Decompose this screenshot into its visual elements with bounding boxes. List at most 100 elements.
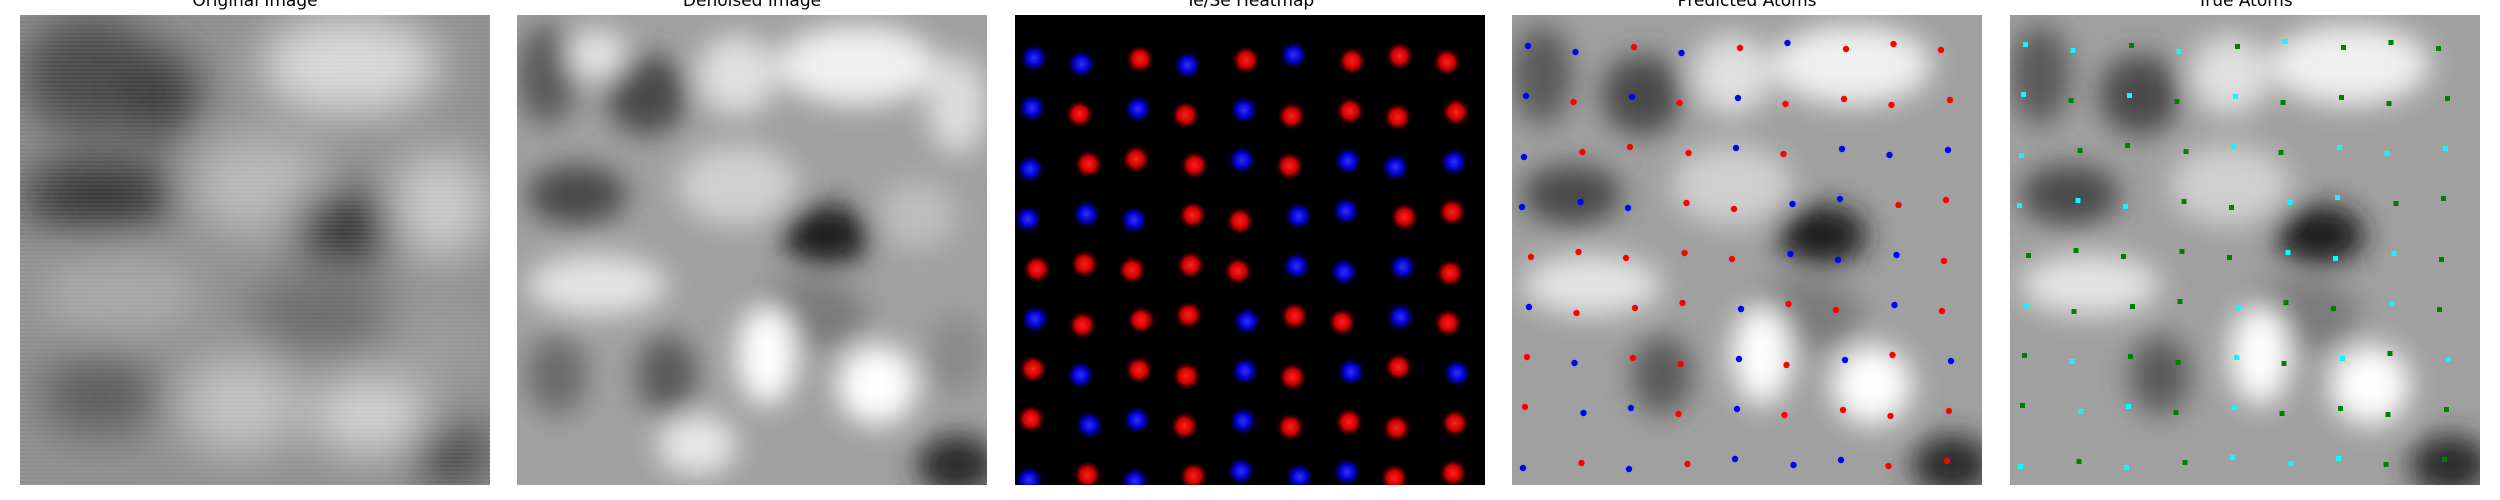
true-atom-marker (2437, 307, 2442, 312)
true-atom-marker (2333, 256, 2338, 261)
predicted-atom-marker (1685, 149, 1692, 157)
true-atom-marker (2283, 300, 2289, 305)
true-atom-marker (2384, 151, 2390, 156)
predicted-atom-marker (1834, 256, 1842, 264)
heatmap-blob (1015, 465, 1044, 485)
true-atom-marker (2071, 309, 2077, 314)
true-atom-marker (2179, 249, 2185, 254)
true-atom-marker (2388, 40, 2394, 45)
heatmap-blob (1432, 47, 1462, 77)
heatmap-blob (1016, 404, 1046, 434)
heatmap-blob (1228, 406, 1258, 436)
predicted-atom-marker (1840, 95, 1848, 103)
heatmap-blob (1276, 101, 1307, 131)
predicted-atom-marker (1625, 465, 1633, 473)
true-atom-marker (2436, 46, 2441, 51)
heatmap-blob (1230, 356, 1260, 386)
true-atom-marker (2123, 204, 2128, 209)
predicted-atom-marker (1889, 351, 1896, 359)
heatmap-blob (1223, 256, 1253, 286)
heatmap-blob (1015, 204, 1043, 234)
predicted-atom-marker (1578, 459, 1585, 467)
predicted-atom-marker (1683, 199, 1690, 207)
true-atom-marker (2018, 464, 2023, 469)
true-atom-marker (2073, 248, 2079, 253)
predicted-atom-marker (1630, 43, 1638, 51)
original-image (20, 15, 490, 485)
heatmap-blob (1274, 151, 1305, 181)
true-atom-marker (2337, 145, 2342, 150)
heatmap-blob (1064, 99, 1095, 129)
heatmap-blob (1329, 257, 1359, 287)
true-atom-marker (2336, 456, 2341, 461)
panel-title: Te/Se Heatmap (1185, 0, 1315, 11)
true-atom-marker (2124, 465, 2129, 470)
true-atom-marker (2020, 403, 2025, 408)
heatmap-blob (1281, 251, 1312, 281)
predicted-atom-marker (1842, 45, 1850, 53)
true-atom-marker (2130, 304, 2135, 309)
heatmap-blob (1383, 352, 1414, 382)
true-atom-marker (2182, 460, 2188, 465)
predicted-atom-marker (1890, 40, 1897, 48)
true-atom-marker (2024, 303, 2029, 308)
true-atom-marker (2233, 94, 2238, 99)
true-atom-marker (2229, 205, 2234, 210)
heatmap-blob (1337, 46, 1367, 76)
heatmap-blob (1074, 410, 1105, 440)
predicted-atom-marker (1789, 200, 1796, 208)
predicted-atom-marker (1891, 301, 1898, 309)
heatmap-blob (1121, 144, 1151, 174)
predicted-atom-marker (1937, 46, 1945, 54)
heatmap-blob (1387, 252, 1418, 282)
heatmap-blob (1382, 102, 1413, 132)
predicted-atom-marker (1678, 49, 1685, 57)
heatmap-blob (1170, 100, 1201, 130)
true-atom-marker (2281, 361, 2287, 366)
predicted-atom-marker (1520, 153, 1528, 161)
predicted-atom-marker (1787, 250, 1794, 258)
predicted-atom-marker (1570, 98, 1577, 106)
heatmap-blob (1389, 202, 1420, 232)
panel-true: True Atoms (2010, 0, 2480, 500)
true-atom-marker (2078, 409, 2084, 414)
true-atom-marker (2070, 48, 2076, 53)
heatmap-blob (1020, 304, 1050, 334)
heatmap-blob (1332, 457, 1362, 485)
heatmap-blob (1437, 197, 1467, 227)
true-atom-marker (2387, 351, 2393, 356)
true-atom-marker (2021, 92, 2026, 97)
true-atom-marker (2023, 42, 2028, 47)
predicted-atom-marker (1946, 96, 1954, 104)
true-atom-marker (2173, 410, 2179, 415)
true-atom-marker (2340, 356, 2345, 361)
denoised-image (517, 15, 987, 485)
heatmap-blob (1065, 360, 1096, 390)
heatmap-blob (1232, 306, 1262, 336)
heatmap-blob (1284, 462, 1315, 485)
heatmap-blob (1120, 466, 1150, 485)
heatmap-blob (1275, 412, 1306, 442)
true-atom-marker (2175, 360, 2181, 365)
true-atom-marker (2127, 93, 2132, 98)
predicted-atom-marker (1732, 144, 1740, 152)
predicted-atom-marker (1675, 410, 1682, 418)
predicted-canvas (1512, 15, 1982, 485)
predicted-atom-marker (1839, 406, 1847, 414)
true-atom-marker (2176, 49, 2182, 54)
predicted-atom-marker (1627, 404, 1635, 412)
heatmap-blob (1017, 93, 1047, 123)
heatmap-blob (1279, 301, 1310, 331)
true-atom-marker (2235, 44, 2240, 49)
heatmap-blob (1433, 308, 1463, 338)
true-atom-marker (2386, 101, 2392, 106)
heatmap-blob (1172, 50, 1203, 80)
true-atom-marker (2129, 43, 2134, 48)
predicted-atom-marker (1947, 357, 1955, 365)
true-atom-marker (2278, 150, 2284, 155)
predicted-atom-marker (1783, 361, 1790, 369)
predicted-atom-marker (1624, 204, 1632, 212)
heatmap-blob (1385, 302, 1416, 332)
predicted-atom-marker (1728, 255, 1736, 263)
predicted-atom-marker (1736, 44, 1744, 52)
